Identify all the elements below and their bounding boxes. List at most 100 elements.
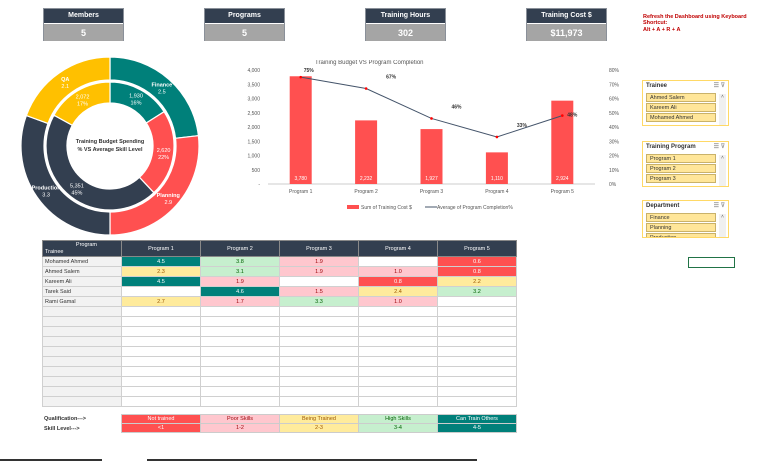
column-header: Program 3: [279, 240, 359, 257]
slicer-item[interactable]: Ahmed Salem: [646, 93, 716, 102]
empty-cell[interactable]: [358, 316, 438, 327]
empty-cell[interactable]: [121, 396, 201, 407]
empty-cell[interactable]: [358, 346, 438, 357]
empty-cell[interactable]: [358, 336, 438, 347]
empty-cell[interactable]: [200, 346, 280, 357]
skill-cell[interactable]: 1.7: [200, 296, 280, 307]
empty-cell[interactable]: [358, 356, 438, 367]
outer-label: QA: [61, 77, 69, 83]
empty-cell[interactable]: [200, 316, 280, 327]
empty-cell[interactable]: [200, 396, 280, 407]
slicer-item[interactable]: Program 3: [646, 174, 716, 183]
skill-cell[interactable]: 0.8: [358, 276, 438, 287]
empty-cell[interactable]: [121, 346, 201, 357]
kpi-card: Training Cost $ $11,973: [526, 8, 607, 41]
selected-cell[interactable]: [688, 257, 735, 268]
skill-cell[interactable]: 4.5: [121, 276, 201, 287]
empty-cell[interactable]: [279, 336, 359, 347]
empty-cell[interactable]: [200, 326, 280, 337]
empty-cell[interactable]: [279, 376, 359, 387]
empty-cell[interactable]: [279, 326, 359, 337]
empty-cell[interactable]: [200, 336, 280, 347]
empty-cell[interactable]: [200, 356, 280, 367]
slicer-scrollbar[interactable]: ˄: [719, 214, 726, 237]
slicer-item[interactable]: Planning: [646, 223, 716, 232]
inner-pct: 45%: [71, 191, 82, 197]
empty-cell[interactable]: [437, 366, 517, 377]
skill-cell[interactable]: [358, 256, 438, 267]
multi-select-filter-icon[interactable]: ☰ ⊽: [713, 203, 725, 209]
skill-cell[interactable]: 3.8: [200, 256, 280, 267]
empty-cell[interactable]: [121, 336, 201, 347]
slicer-item[interactable]: Program 2: [646, 164, 716, 173]
empty-cell[interactable]: [437, 326, 517, 337]
matrix-corner: Program Trainee: [42, 240, 122, 257]
empty-cell[interactable]: [358, 306, 438, 317]
empty-cell[interactable]: [200, 376, 280, 387]
empty-cell[interactable]: [279, 306, 359, 317]
multi-select-filter-icon[interactable]: ☰ ⊽: [713, 83, 725, 89]
skill-cell[interactable]: 0.6: [437, 256, 517, 267]
skill-cell[interactable]: 4.5: [121, 256, 201, 267]
skill-cell[interactable]: 4.6: [200, 286, 280, 297]
skill-cell[interactable]: 1.0: [358, 266, 438, 277]
empty-cell[interactable]: [437, 376, 517, 387]
slicer-item[interactable]: Mohamed Ahmed: [646, 113, 716, 122]
empty-cell[interactable]: [279, 396, 359, 407]
empty-cell[interactable]: [279, 316, 359, 327]
empty-cell[interactable]: [200, 386, 280, 397]
skill-cell[interactable]: 1.9: [279, 266, 359, 277]
empty-cell[interactable]: [121, 306, 201, 317]
skill-cell[interactable]: 3.1: [200, 266, 280, 277]
empty-cell[interactable]: [121, 326, 201, 337]
slicer-item[interactable]: Kareem Ali: [646, 103, 716, 112]
empty-cell[interactable]: [121, 366, 201, 377]
skill-cell[interactable]: 2.3: [121, 266, 201, 277]
empty-cell[interactable]: [437, 336, 517, 347]
empty-cell[interactable]: [358, 376, 438, 387]
skill-cell[interactable]: [437, 296, 517, 307]
empty-cell[interactable]: [121, 376, 201, 387]
empty-cell[interactable]: [358, 396, 438, 407]
empty-cell[interactable]: [279, 366, 359, 377]
donut-title: Training Budget Spending: [76, 139, 144, 145]
skill-cell[interactable]: 3.2: [437, 286, 517, 297]
empty-cell[interactable]: [437, 396, 517, 407]
slicer-scrollbar[interactable]: ˄: [719, 155, 726, 186]
skill-level-label: Skill Level--->: [44, 426, 80, 432]
empty-cell[interactable]: [358, 326, 438, 337]
empty-cell[interactable]: [437, 386, 517, 397]
slicer-item[interactable]: Production: [646, 233, 716, 237]
empty-cell[interactable]: [200, 366, 280, 377]
empty-cell[interactable]: [437, 356, 517, 367]
skill-cell[interactable]: [121, 286, 201, 297]
empty-cell[interactable]: [358, 386, 438, 397]
skill-cell[interactable]: 2.7: [121, 296, 201, 307]
multi-select-filter-icon[interactable]: ☰ ⊽: [713, 144, 725, 150]
skill-cell[interactable]: 2.4: [358, 286, 438, 297]
line-label: 75%: [304, 68, 315, 74]
line-label: 48%: [567, 113, 578, 119]
empty-cell[interactable]: [358, 366, 438, 377]
empty-cell[interactable]: [437, 306, 517, 317]
skill-cell[interactable]: 2.2: [437, 276, 517, 287]
empty-cell[interactable]: [279, 346, 359, 357]
empty-cell[interactable]: [121, 316, 201, 327]
empty-cell[interactable]: [121, 386, 201, 397]
empty-cell[interactable]: [279, 386, 359, 397]
empty-cell[interactable]: [437, 346, 517, 357]
empty-cell[interactable]: [121, 356, 201, 367]
slicer-scrollbar[interactable]: ˄: [719, 94, 726, 125]
skill-cell[interactable]: 1.5: [279, 286, 359, 297]
skill-cell[interactable]: 0.8: [437, 266, 517, 277]
skill-cell[interactable]: 1.9: [200, 276, 280, 287]
skill-cell[interactable]: [279, 276, 359, 287]
skill-cell[interactable]: 1.9: [279, 256, 359, 267]
empty-cell[interactable]: [200, 306, 280, 317]
empty-cell[interactable]: [279, 356, 359, 367]
slicer-item[interactable]: Finance: [646, 213, 716, 222]
skill-cell[interactable]: 3.3: [279, 296, 359, 307]
skill-cell[interactable]: 1.0: [358, 296, 438, 307]
slicer-item[interactable]: Program 1: [646, 154, 716, 163]
empty-cell[interactable]: [437, 316, 517, 327]
